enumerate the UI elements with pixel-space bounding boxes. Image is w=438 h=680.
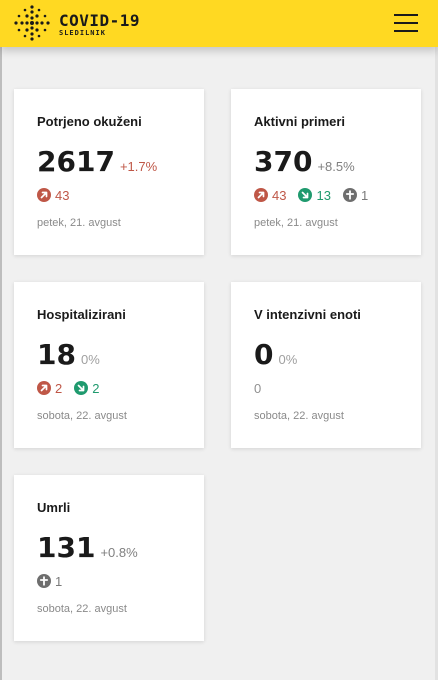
menu-bar-icon bbox=[394, 22, 418, 24]
change-up: 43 bbox=[37, 188, 69, 203]
app-subtitle[interactable]: SLEDILNIK bbox=[59, 29, 106, 37]
arrow-down-right-icon bbox=[298, 188, 313, 202]
arrow-up-right-icon bbox=[254, 188, 268, 202]
card-icu: V intenzivni enoti 0 0% 0 sobota, 22. avg… bbox=[231, 282, 421, 448]
card-title: Aktivni primeri bbox=[254, 114, 346, 129]
card-date: sobota, 22. avgust bbox=[37, 603, 127, 615]
change-deaths: 1 bbox=[342, 187, 369, 203]
card-changes: 43 bbox=[37, 187, 81, 203]
card-percent-change: +1.7% bbox=[119, 159, 158, 174]
change-down: 13 bbox=[298, 187, 331, 203]
card-value: 2617 bbox=[37, 145, 115, 178]
change-none-value: 0 bbox=[254, 380, 262, 396]
menu-bar-icon bbox=[394, 30, 418, 32]
card-value: 18 bbox=[37, 338, 76, 371]
change-deaths-value: 1 bbox=[360, 187, 369, 203]
change-down-value: 2 bbox=[92, 380, 100, 396]
card-date: sobota, 22. avgust bbox=[254, 410, 344, 422]
card-title: Potrjeno okuženi bbox=[37, 114, 142, 129]
card-date: sobota, 22. avgust bbox=[37, 410, 127, 422]
card-date: petek, 21. avgust bbox=[37, 217, 121, 229]
change-deaths: 1 bbox=[37, 574, 62, 589]
card-changes: 0 bbox=[254, 380, 273, 396]
card-percent-change: +8.5% bbox=[317, 159, 355, 174]
left-border bbox=[0, 47, 2, 680]
card-confirmed: Potrjeno okuženi 2617 +1.7% 43 petek, 21.… bbox=[14, 89, 204, 255]
card-value-row: 2617 +1.7% bbox=[37, 145, 157, 178]
card-percent-change: 0% bbox=[80, 352, 100, 367]
arrow-down-right-icon bbox=[74, 381, 89, 395]
card-value-row: 18 0% bbox=[37, 338, 100, 371]
card-value-row: 370 +8.5% bbox=[254, 145, 355, 178]
virus-logo-icon[interactable] bbox=[14, 5, 50, 41]
change-up: 43 bbox=[254, 188, 286, 203]
card-changes: 1 bbox=[37, 573, 74, 589]
card-hospitalized: Hospitalizirani 18 0% 2 2 sobota, 22. avg… bbox=[14, 282, 204, 448]
arrow-up-right-icon bbox=[37, 188, 51, 202]
change-none: 0 bbox=[254, 381, 261, 396]
menu-bar-icon bbox=[394, 14, 418, 16]
card-title: Umrli bbox=[37, 500, 71, 515]
cross-icon bbox=[37, 574, 51, 588]
card-value: 131 bbox=[37, 531, 96, 564]
change-up: 2 bbox=[37, 381, 62, 396]
change-deaths-value: 1 bbox=[55, 573, 63, 589]
card-active: Aktivni primeri 370 +8.5% 43 13 1 petek, … bbox=[231, 89, 421, 255]
card-value: 370 bbox=[254, 145, 313, 178]
card-deceased: Umrli 131 +0.8% 1 sobota, 22. avgust bbox=[14, 475, 204, 641]
app-title[interactable]: COVID-19 bbox=[59, 11, 141, 30]
card-changes: 2 2 bbox=[37, 380, 111, 396]
arrow-up-right-icon bbox=[37, 381, 51, 395]
card-value-row: 0 0% bbox=[254, 338, 297, 371]
change-up-value: 43 bbox=[55, 187, 70, 203]
card-value: 0 bbox=[254, 338, 274, 371]
hamburger-menu-button[interactable] bbox=[394, 12, 418, 34]
change-down-value: 13 bbox=[316, 187, 331, 203]
scrollbar-track[interactable] bbox=[435, 47, 438, 680]
card-percent-change: +0.8% bbox=[100, 545, 138, 560]
card-title: Hospitalizirani bbox=[37, 307, 126, 322]
change-up-value: 2 bbox=[55, 380, 63, 396]
change-down: 2 bbox=[74, 381, 99, 396]
cross-icon bbox=[342, 188, 357, 202]
card-date: petek, 21. avgust bbox=[254, 217, 338, 229]
card-value-row: 131 +0.8% bbox=[37, 531, 138, 564]
app-header: COVID-19 SLEDILNIK bbox=[0, 0, 438, 47]
change-up-value: 43 bbox=[272, 187, 287, 203]
card-percent-change: 0% bbox=[278, 352, 298, 367]
card-changes: 43 13 1 bbox=[254, 187, 380, 203]
card-title: V intenzivni enoti bbox=[254, 307, 361, 322]
